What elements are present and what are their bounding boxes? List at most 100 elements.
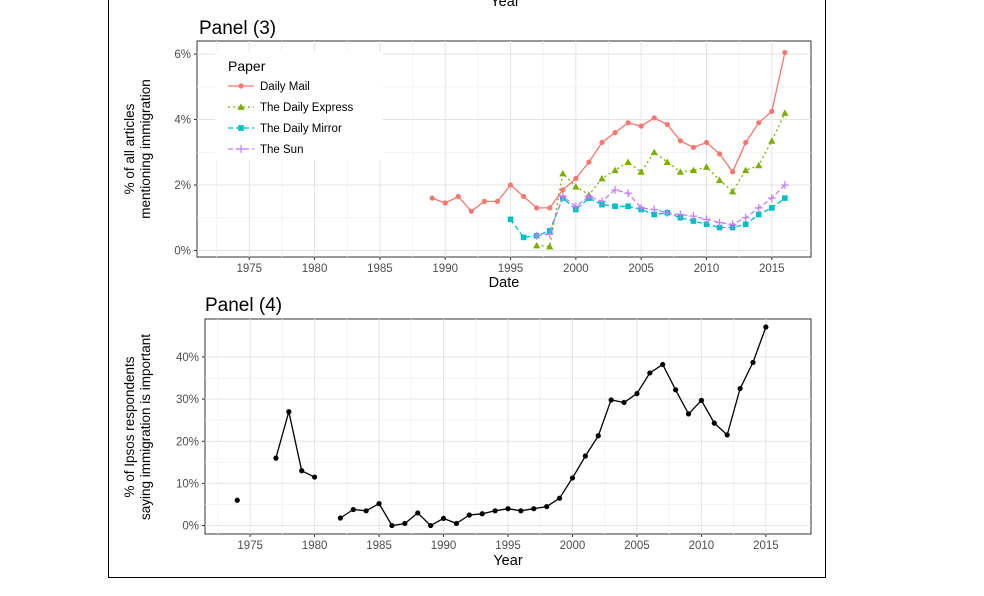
panel-4-series-point <box>337 515 343 521</box>
panel-3-y-tick-label: 6% <box>174 49 191 61</box>
panel-3-daily-mail-point <box>442 200 448 206</box>
panel-3-the-daily-mirror-point <box>690 218 697 224</box>
legend-key-the-daily-mirror-point <box>238 125 244 131</box>
panel-4-x-tick-label: 2005 <box>624 540 650 552</box>
panel-4-ticks: 1975 1980 1985 1990 1995 2000 2005 2010 2015 0% 10… <box>176 352 779 552</box>
panel-3-the-daily-express-point <box>611 166 619 174</box>
panel-4-x-tick-label: 1975 <box>237 540 263 552</box>
panel-3-daily-mail-point <box>547 205 553 211</box>
panel-3-line-the-sun <box>536 184 786 237</box>
panel-4-y-axis-title: % of Ipsos respondents saying immigratio… <box>122 334 153 520</box>
panel-4-series-point <box>763 324 769 330</box>
panel-3-daily-mail-point <box>703 139 710 146</box>
legend-item-the-daily-express: The Daily Express <box>228 102 354 114</box>
panel-3-the-sun-point <box>780 181 789 189</box>
panel-3-x-tick-label: 1975 <box>236 263 262 275</box>
panel-3-the-sun-point <box>728 220 737 229</box>
panel-3: Panel (3) 1975 1980 1985 1990 1995 2000 2005 20… <box>122 18 812 291</box>
panel-3-x-tick-label: 1980 <box>302 263 328 275</box>
legend-label: Daily Mail <box>260 81 310 93</box>
panel-3-the-daily-express-point <box>624 158 632 165</box>
panel-4-x-tick-label: 2015 <box>753 540 779 552</box>
panel-3-the-daily-express-point <box>742 166 750 174</box>
panel-3-the-sun-point <box>715 218 724 227</box>
panel-4-x-tick-label: 2010 <box>689 540 715 552</box>
panel-4-y-axis-title-line-2: saying immigration is important <box>138 334 153 520</box>
panel-3-x-tick-label: 2010 <box>694 263 720 275</box>
panel-3-the-daily-mirror-point <box>742 221 749 228</box>
panel-3-y-axis-title-line-2: mentioning immigration <box>138 79 153 219</box>
panel-4-series-point <box>724 432 730 438</box>
panel-3-daily-mail-point <box>730 169 736 175</box>
panel-4-series-point <box>466 512 472 518</box>
legend-items: Daily Mail The Daily Express The Daily Mir… <box>228 81 354 156</box>
panel-4-y-tick-label: 40% <box>176 352 199 364</box>
panel-3-the-daily-express-point <box>676 168 684 175</box>
panel-3-daily-mail-point <box>599 139 605 146</box>
panel-3-daily-mail-point <box>494 198 501 204</box>
panel-4-x-tick-label: 1995 <box>495 540 521 552</box>
panel-3-daily-mail-point <box>573 175 579 182</box>
panel-4-x-tick-label: 1980 <box>302 540 328 552</box>
panel-3-the-daily-express-point <box>572 183 580 190</box>
panel-3-daily-mail-point <box>468 208 474 214</box>
panel-3-line-the-daily-express <box>536 112 786 248</box>
panel-3-daily-mail-point <box>743 139 749 146</box>
panel-4-grid <box>205 319 811 534</box>
panel-3-the-sun-point <box>754 203 763 212</box>
panel-3-y-axis-title: % of all articles mentioning immigration <box>122 79 153 219</box>
figure-frame <box>108 0 826 578</box>
legend-key-the-sun-point <box>237 145 245 153</box>
panel-4-line-series <box>340 326 767 527</box>
panel-4-series-point <box>376 501 382 507</box>
legend-item-daily-mail: Daily Mail <box>228 81 310 93</box>
panel-3-the-daily-mirror-point <box>507 216 514 223</box>
panel-3-the-sun-point <box>650 205 659 214</box>
legend-key-daily-mail-point <box>238 83 244 89</box>
panel-4-series-point <box>711 420 717 426</box>
panel-4-series-point <box>608 397 614 403</box>
panel-3-daily-mail-point <box>520 193 527 200</box>
panel-3-the-daily-express-point <box>559 169 567 177</box>
panel-4-series-point <box>569 475 576 481</box>
panel-3-the-daily-express-point <box>598 174 606 182</box>
panel-3-y-tick-label: 4% <box>174 115 191 127</box>
panel-3-the-daily-express-point <box>729 187 737 195</box>
panel-3-the-sun-point <box>663 208 672 217</box>
panel-4-series-point <box>595 433 601 439</box>
panel-3-y-axis-title-line-1: % of all articles <box>122 103 137 194</box>
panel-3-the-sun-point <box>689 212 698 221</box>
panel-3-the-sun-point <box>676 210 685 219</box>
panel-3-the-sun-point <box>571 202 580 211</box>
panel-3-daily-mail-point <box>429 195 435 201</box>
legend-item-the-daily-mirror: The Daily Mirror <box>228 123 342 135</box>
panel-4-y-tick-label: 30% <box>176 394 199 406</box>
top-cut-axis-title: Year <box>490 0 519 10</box>
panel-3-daily-mail-point <box>664 121 670 128</box>
panel-3-the-daily-express-point <box>650 148 658 156</box>
panel-3-legend: Paper Daily Mail The Daily Express The Dai… <box>215 52 382 160</box>
panel-4-x-axis-title: Year <box>493 553 522 569</box>
panel-3-the-daily-mirror-point <box>716 224 723 231</box>
legend-background <box>215 52 382 160</box>
panel-3-daily-mail-point <box>612 130 618 136</box>
panel-3-series-daily-mail <box>429 49 788 214</box>
panel-3-daily-mail-point <box>651 115 657 121</box>
panel-3-daily-mail-point <box>586 159 592 165</box>
panel-4-series-point <box>660 361 666 368</box>
panel-4-series-point <box>389 522 395 529</box>
panel-4-series-point <box>402 520 408 527</box>
panel-3-daily-mail-point <box>782 49 788 56</box>
panel-3-daily-mail-point <box>481 198 488 204</box>
panel-4-series-point <box>453 520 460 527</box>
panel-4-series-point <box>634 391 640 397</box>
panel-4-series <box>234 324 769 529</box>
panel-4-y-tick-label: 0% <box>182 521 199 533</box>
panel-3-x-tick-label: 1995 <box>498 263 524 275</box>
panel-4-series-point <box>273 455 279 461</box>
panel-3-the-daily-express-point <box>637 168 645 175</box>
panel-3-daily-mail-point <box>756 120 762 126</box>
panel-4-series-point <box>621 399 627 406</box>
panel-3-the-sun-point <box>741 213 750 222</box>
panel-4-series-point <box>685 411 692 417</box>
